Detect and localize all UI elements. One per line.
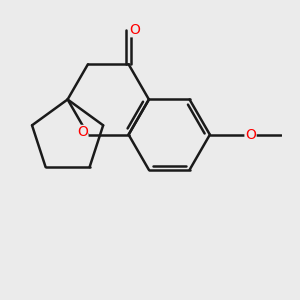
Text: O: O	[245, 128, 256, 142]
Text: O: O	[130, 23, 141, 37]
Text: O: O	[77, 125, 88, 140]
